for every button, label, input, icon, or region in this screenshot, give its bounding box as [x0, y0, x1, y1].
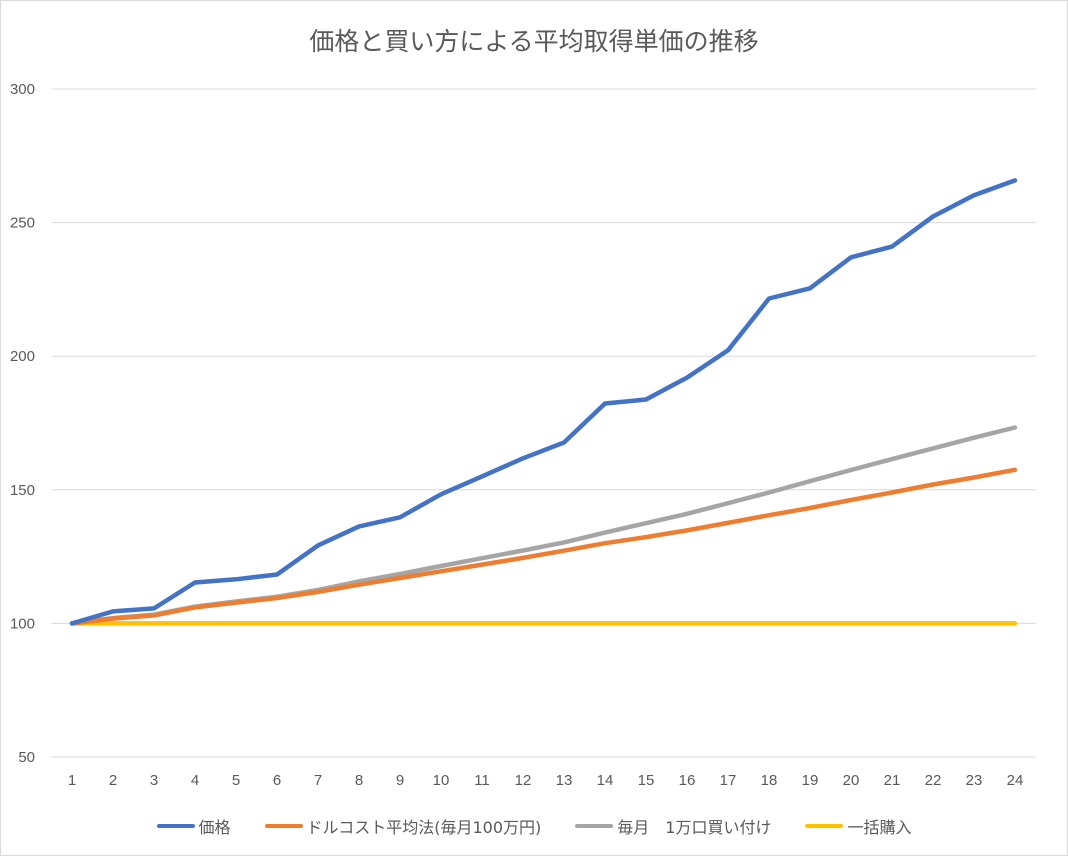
legend-item: 毎月 1万口買い付け [575, 814, 771, 838]
y-tick-label: 300 [10, 81, 35, 98]
series-line [69, 467, 1018, 626]
x-tick-label: 2 [109, 772, 117, 789]
legend-label: 価格 [198, 818, 231, 837]
legend-label: 一括購入 [847, 818, 912, 837]
y-tick-label: 150 [10, 482, 35, 499]
legend-label: ドルコスト平均法(毎月100万円) [306, 818, 542, 837]
x-tick-label: 4 [191, 772, 199, 789]
x-tick-label: 23 [966, 772, 983, 789]
x-tick-label: 21 [884, 772, 901, 789]
x-tick-label: 12 [515, 772, 532, 789]
legend-item: 一括購入 [805, 814, 911, 838]
y-tick-label: 100 [10, 615, 35, 632]
x-tick-label: 11 [474, 772, 490, 789]
legend-item: ドルコスト平均法(毎月100万円) [264, 814, 542, 838]
x-tick-label: 24 [1007, 772, 1024, 789]
x-tick-label: 1 [68, 772, 76, 789]
x-tick-label: 10 [433, 772, 450, 789]
x-tick-label: 8 [355, 772, 363, 789]
legend-swatch [156, 824, 195, 828]
legend-label: 毎月 1万口買い付け [617, 818, 772, 837]
x-tick-label: 3 [150, 772, 158, 789]
x-tick-label: 9 [396, 772, 404, 789]
x-tick-label: 18 [761, 772, 778, 789]
legend: 価格 ドルコスト平均法(毎月100万円) 毎月 1万口買い付け 一括購入 [0, 814, 1068, 838]
x-tick-label: 15 [638, 772, 655, 789]
x-tick-label: 20 [843, 772, 860, 789]
x-tick-label: 7 [314, 772, 322, 789]
x-tick-label: 13 [556, 772, 573, 789]
legend-item: 価格 [156, 814, 231, 838]
series-line [69, 178, 1018, 626]
x-tick-label: 16 [679, 772, 696, 789]
x-tick-label: 19 [802, 772, 819, 789]
x-tick-label: 6 [273, 772, 281, 789]
series-line [69, 425, 1018, 626]
x-tick-label: 14 [597, 772, 614, 789]
legend-swatch [805, 824, 844, 828]
y-tick-label: 250 [10, 215, 35, 232]
legend-swatch [575, 824, 614, 828]
x-tick-label: 17 [720, 772, 737, 789]
x-tick-label: 22 [925, 772, 942, 789]
y-tick-label: 50 [18, 749, 35, 766]
chart-title: 価格と買い方による平均取得単価の推移 [309, 27, 759, 56]
legend-swatch [264, 824, 303, 828]
x-tick-label: 5 [232, 772, 240, 789]
y-tick-label: 200 [10, 348, 35, 365]
